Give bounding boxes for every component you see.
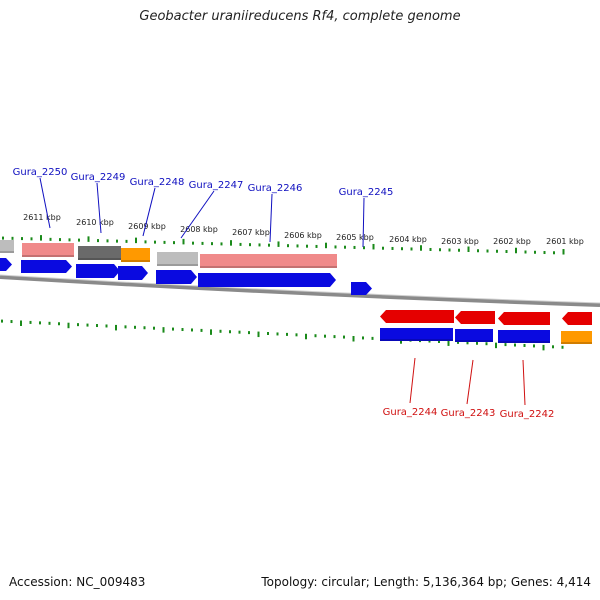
- feature-bar: [121, 248, 150, 262]
- gene-leader-line: [180, 190, 215, 239]
- accession-text: Accession: NC_009483: [9, 575, 146, 589]
- gene-arrow: [118, 266, 148, 280]
- gene-label: Gura_2246: [248, 183, 303, 194]
- gene-label: Gura_2247: [189, 180, 244, 191]
- feature-bar-lower: [561, 331, 592, 344]
- feature-bar: [0, 240, 14, 253]
- feature-bar: [200, 254, 337, 268]
- gene-label: Gura_2242: [500, 409, 555, 420]
- ruler-label: 2604 kbp: [389, 235, 427, 244]
- gene-label: Gura_2248: [130, 177, 185, 188]
- genome-backbone-highlight: [0, 274, 600, 304]
- gene-arrow-reverse: [498, 312, 550, 325]
- gene-arrow: [156, 270, 197, 284]
- map-title: Geobacter uraniireducens Rf4, complete g…: [139, 9, 461, 24]
- feature-bar: [78, 246, 121, 260]
- ruler-label: 2609 kbp: [128, 222, 166, 231]
- gene-label: Gura_2244: [383, 407, 438, 418]
- feature-bar-lower-shade: [455, 340, 493, 342]
- ruler-label: 2601 kbp: [546, 237, 584, 246]
- feature-bar-shade: [22, 255, 74, 257]
- ruler-label: 2602 kbp: [493, 237, 531, 246]
- ruler-label: 2606 kbp: [284, 231, 322, 240]
- gene-arrow: [351, 282, 372, 295]
- gene-leader-line: [522, 359, 526, 406]
- gene-arrow: [198, 273, 336, 287]
- feature-bar-lower-shade: [380, 339, 453, 341]
- feature-bar-lower: [498, 330, 550, 343]
- ruler-label: 2605 kbp: [336, 233, 374, 242]
- gene-leader-line: [39, 177, 51, 229]
- feature-bar-lower: [380, 328, 453, 341]
- gene-leader-line: [409, 357, 416, 404]
- feature-bar-shade: [157, 264, 198, 266]
- ruler-label: 2608 kbp: [180, 225, 218, 234]
- gene-arrow-reverse: [562, 312, 592, 325]
- gene-arrow-reverse: [455, 311, 495, 324]
- gene-leader-line: [466, 359, 474, 405]
- ruler-label: 2611 kbp: [23, 213, 61, 222]
- ruler-label: 2610 kbp: [76, 218, 114, 227]
- gene-arrow-reverse: [380, 310, 454, 323]
- gene-label: Gura_2250: [13, 167, 68, 178]
- gene-label: Gura_2249: [71, 172, 126, 183]
- genome-backbone: [0, 275, 600, 307]
- feature-bar-shade: [78, 258, 121, 260]
- ruler-label: 2603 kbp: [441, 237, 479, 246]
- ruler-label: 2607 kbp: [232, 228, 270, 237]
- feature-bar-lower: [455, 329, 493, 342]
- gene-label: Gura_2243: [441, 408, 496, 419]
- feature-bar-shade: [200, 266, 337, 268]
- feature-bar: [157, 252, 198, 266]
- feature-bar-lower-shade: [561, 342, 592, 344]
- feature-bar-shade: [121, 260, 150, 262]
- gene-leader-line: [269, 193, 273, 243]
- gene-arrow: [0, 258, 12, 271]
- gene-leader-line: [96, 182, 102, 234]
- gene-label: Gura_2245: [339, 187, 394, 198]
- gene-arrow: [76, 264, 120, 278]
- feature-bar: [22, 243, 74, 257]
- feature-bar-shade: [0, 251, 14, 253]
- gene-leader-line: [142, 187, 156, 237]
- gene-arrow: [21, 260, 72, 273]
- genome-summary-text: Topology: circular; Length: 5,136,364 bp…: [261, 575, 591, 589]
- feature-bar-lower-shade: [498, 341, 550, 343]
- gene-leader-line: [362, 197, 365, 248]
